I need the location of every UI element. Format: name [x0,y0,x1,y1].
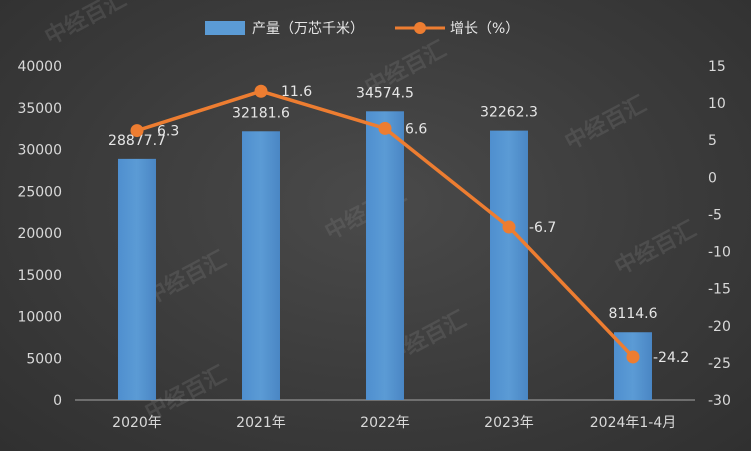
right-tick-label: -10 [708,245,731,261]
bar-data-label: 8114.6 [609,306,658,322]
right-tick-label: -5 [708,207,722,223]
watermark-text: 中经百汇 [41,0,131,50]
right-tick-label: -25 [708,356,731,372]
line-data-label: -6.7 [529,220,556,236]
legend-swatch-bar [205,21,245,35]
left-tick-label: 15000 [17,268,62,284]
bar-data-label: 28877.7 [108,133,166,149]
x-tick-label: 2021年 [236,415,286,431]
line-data-label: 11.6 [281,84,312,100]
line-point [502,220,516,234]
legend: 产量（万芯千米） 增长（%） [205,21,519,37]
line-series: 6.3 11.6 6.6 -6.7 -24.2 [130,84,689,366]
right-y-axis: -30 -25 -20 -15 -10 -5 0 5 10 15 [708,59,731,409]
left-tick-label: 25000 [17,184,62,200]
bar-data-label: 32262.3 [480,105,538,121]
bar [118,158,156,400]
right-tick-label: 10 [708,96,726,112]
legend-label-line: 增长（%） [450,21,519,37]
legend-swatch-marker [414,22,426,34]
line-point [626,350,640,364]
bar-data-label: 32181.6 [232,105,290,121]
left-tick-label: 20000 [17,226,62,242]
right-tick-label: -20 [708,319,731,335]
left-tick-label: 40000 [17,59,62,75]
watermark-text: 中经百汇 [561,91,651,155]
bar-series: 28877.7 32181.6 34574.5 32262.3 8114.6 [108,85,658,401]
watermark-text: 中经百汇 [611,216,701,280]
line-point [254,84,268,98]
left-tick-label: 35000 [17,101,62,117]
right-tick-label: 15 [708,59,726,75]
x-tick-label: 2023年 [484,415,534,431]
line-data-label: 6.6 [405,121,427,137]
line-data-label: -24.2 [653,350,689,366]
bar [242,131,280,401]
line-point [378,121,392,135]
left-tick-label: 30000 [17,143,62,159]
bar [366,111,404,401]
bar-data-label: 34574.5 [356,85,414,101]
legend-label-bar: 产量（万芯千米） [252,21,364,37]
x-tick-label: 2020年 [112,415,162,431]
right-tick-label: -15 [708,282,731,298]
right-tick-label: 5 [708,133,717,149]
right-tick-label: -30 [708,393,731,409]
bar [490,130,528,400]
line-data-label: 6.3 [157,124,179,140]
x-axis: 2020年 2021年 2022年 2023年 2024年1-4月 [75,399,695,431]
left-tick-label: 5000 [26,351,62,367]
line-point [130,124,144,138]
right-tick-label: 0 [708,170,717,186]
x-tick-label: 2024年1-4月 [590,415,677,431]
left-tick-label: 10000 [17,310,62,326]
left-y-axis: 0 5000 10000 15000 20000 25000 30000 35000 40000 [17,59,62,409]
x-tick-label: 2022年 [360,415,410,431]
left-tick-label: 0 [53,393,62,409]
